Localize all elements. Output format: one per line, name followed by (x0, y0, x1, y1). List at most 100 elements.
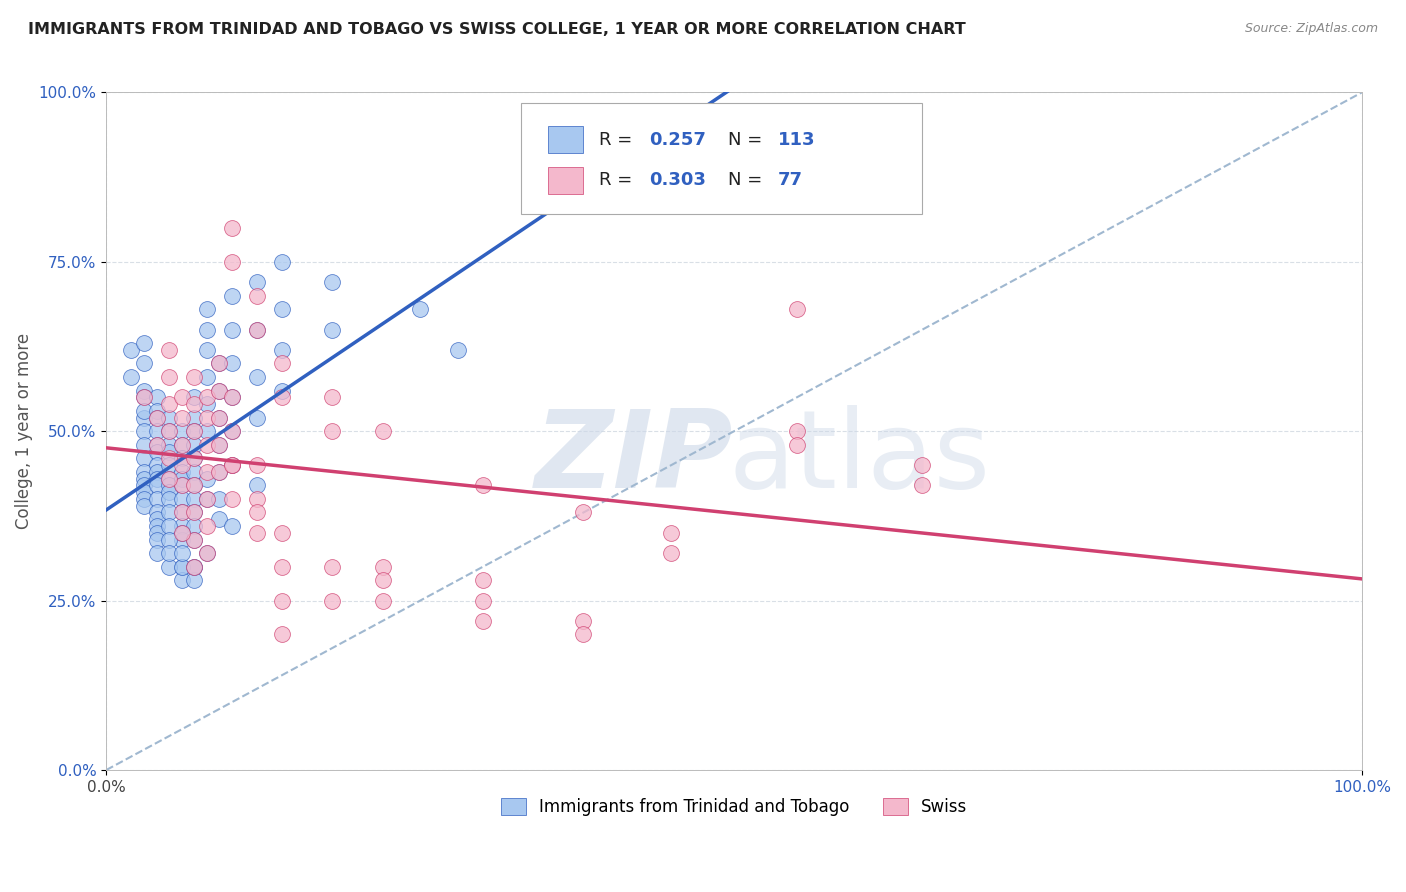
Point (321, 390, 343, 404)
Point (195, 438, 218, 452)
Point (132, 451, 155, 466)
Point (157, 397, 180, 411)
Point (221, 254, 243, 268)
Point (145, 512, 167, 526)
Point (132, 491, 155, 506)
Point (472, 478, 495, 492)
Text: N =: N = (728, 171, 768, 189)
Text: R =: R = (599, 131, 637, 149)
Point (183, 559, 205, 574)
Point (145, 465, 167, 479)
Point (572, 506, 595, 520)
Point (195, 397, 218, 411)
Point (208, 356, 231, 370)
Point (120, 343, 142, 357)
Point (246, 288, 269, 302)
Point (208, 438, 231, 452)
Text: IMMIGRANTS FROM TRINIDAD AND TOBAGO VS SWISS COLLEGE, 1 YEAR OR MORE CORRELATION: IMMIGRANTS FROM TRINIDAD AND TOBAGO VS S… (28, 22, 966, 37)
Point (208, 410, 231, 425)
Point (447, 343, 470, 357)
Point (271, 390, 294, 404)
Point (170, 424, 193, 438)
Point (183, 533, 205, 547)
Point (132, 478, 155, 492)
Point (221, 458, 243, 472)
Point (132, 438, 155, 452)
Point (195, 302, 218, 317)
Point (572, 614, 595, 628)
Text: 0.257: 0.257 (648, 131, 706, 149)
Point (221, 322, 243, 336)
Point (195, 370, 218, 384)
Point (157, 519, 180, 533)
Point (183, 506, 205, 520)
Point (472, 593, 495, 607)
Point (271, 343, 294, 357)
Point (157, 491, 180, 506)
Point (195, 546, 218, 560)
Point (246, 491, 269, 506)
Point (472, 574, 495, 588)
Point (659, 546, 682, 560)
Point (246, 322, 269, 336)
Point (183, 533, 205, 547)
Point (271, 559, 294, 574)
Point (132, 390, 155, 404)
Point (157, 451, 180, 466)
Point (183, 574, 205, 588)
Point (321, 275, 343, 289)
Legend: Immigrants from Trinidad and Tobago, Swiss: Immigrants from Trinidad and Tobago, Swi… (494, 791, 974, 822)
Point (271, 254, 294, 268)
Point (221, 390, 243, 404)
Point (157, 458, 180, 472)
Point (157, 438, 180, 452)
Point (170, 574, 193, 588)
Point (145, 438, 167, 452)
FancyBboxPatch shape (520, 103, 922, 214)
Text: Source: ZipAtlas.com: Source: ZipAtlas.com (1244, 22, 1378, 36)
Point (271, 593, 294, 607)
Point (145, 404, 167, 418)
Point (208, 356, 231, 370)
Point (132, 336, 155, 351)
Point (246, 322, 269, 336)
Point (195, 519, 218, 533)
Point (786, 424, 808, 438)
Point (157, 424, 180, 438)
Point (145, 390, 167, 404)
Point (409, 302, 432, 317)
Point (157, 444, 180, 458)
Point (132, 499, 155, 513)
Point (221, 458, 243, 472)
Point (195, 410, 218, 425)
Point (246, 525, 269, 540)
Point (132, 356, 155, 370)
Point (183, 451, 205, 466)
Point (221, 491, 243, 506)
Point (221, 220, 243, 235)
Point (157, 485, 180, 500)
Point (321, 593, 343, 607)
Point (195, 465, 218, 479)
Point (145, 546, 167, 560)
Point (183, 397, 205, 411)
Point (183, 559, 205, 574)
Point (472, 614, 495, 628)
Text: 0.303: 0.303 (648, 171, 706, 189)
Point (132, 472, 155, 486)
Point (170, 559, 193, 574)
Text: 113: 113 (778, 131, 815, 149)
Point (221, 519, 243, 533)
Point (208, 438, 231, 452)
Point (183, 491, 205, 506)
Point (157, 546, 180, 560)
Point (132, 465, 155, 479)
Point (170, 506, 193, 520)
Point (271, 525, 294, 540)
Point (170, 458, 193, 472)
Point (157, 472, 180, 486)
Point (170, 533, 193, 547)
Point (170, 506, 193, 520)
Point (911, 478, 934, 492)
Point (371, 593, 394, 607)
